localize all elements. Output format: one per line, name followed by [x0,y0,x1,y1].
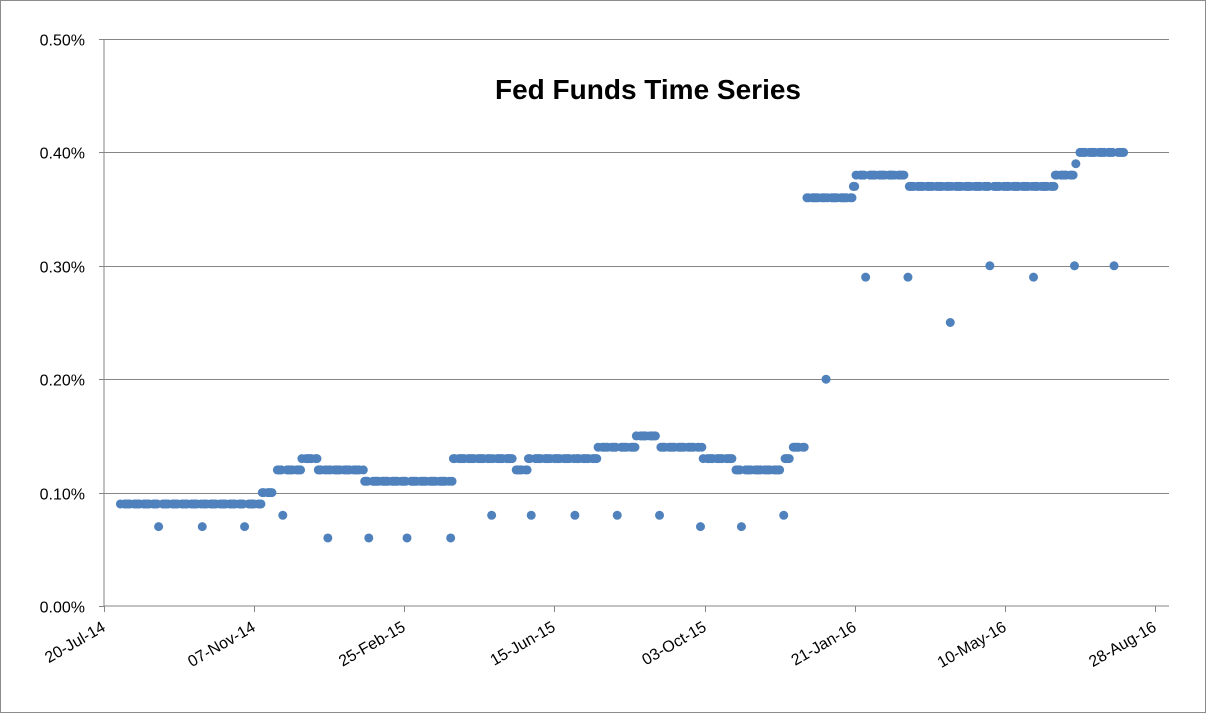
data-point [197,522,207,532]
data-point [154,522,164,532]
data-point [850,181,860,191]
data-point [985,261,995,271]
data-point [1069,261,1079,271]
data-point [570,510,580,520]
data-point [256,499,266,509]
gridlines [99,39,1169,607]
chart-title: Fed Funds Time Series [495,74,801,105]
data-point [899,170,909,180]
data-point [945,318,955,327]
data-point [650,431,660,441]
data-point [522,465,532,475]
y-tick-label: 0.30% [40,260,85,277]
x-tick-label: 28-Aug-16 [1086,619,1159,671]
x-tick-labels: 20-Jul-14 07-Nov-14 25-Feb-15 15-Jun-15 03-O… [42,606,1160,672]
data-points [115,147,1129,543]
y-tick-label: 0.50% [40,33,85,50]
data-point [630,442,640,452]
data-point [1109,261,1119,271]
data-point [507,454,517,464]
data-point [364,533,374,543]
data-point [278,510,288,520]
x-tick-label: 20-Jul-14 [42,619,108,667]
x-tick-label: 15-Jun-15 [488,619,559,670]
data-point [592,454,602,464]
x-tick-label: 07-Nov-14 [185,619,258,671]
data-point [312,454,322,464]
data-point [655,510,665,520]
data-point [487,510,497,520]
data-point [821,374,831,384]
x-tick-label: 21-Jan-16 [789,619,860,670]
data-point [847,193,857,203]
data-point [1029,272,1039,282]
axes [103,39,1169,607]
x-tick-label: 10-May-16 [935,619,1010,672]
data-point [727,454,737,464]
data-point [903,272,913,282]
data-point [861,272,871,282]
x-tick-label: 03-Oct-15 [639,619,709,669]
data-point [447,476,457,486]
data-point [612,510,622,520]
data-point [296,465,306,475]
y-tick-labels: 0.00% 0.10% 0.20% 0.30% 0.40% 0.50% [40,33,85,617]
data-point [1119,147,1129,157]
data-point [1071,159,1081,169]
data-point [446,533,456,543]
y-tick-label: 0.40% [40,146,85,163]
data-point [1049,181,1059,191]
y-tick-label: 0.10% [40,487,85,504]
data-point [775,465,785,475]
x-tick-label: 25-Feb-15 [336,619,409,671]
data-point [697,442,707,452]
data-point [736,522,746,532]
data-point [526,510,536,520]
y-tick-label: 0.00% [40,600,85,617]
data-point [323,533,333,543]
data-point [784,454,794,464]
data-point [240,522,250,532]
data-point [695,522,705,532]
data-point [1068,170,1078,180]
data-point [799,442,809,452]
data-point [358,465,368,475]
data-point [267,488,277,498]
data-point [402,533,412,543]
y-tick-label: 0.20% [40,373,85,390]
data-point [779,510,789,520]
